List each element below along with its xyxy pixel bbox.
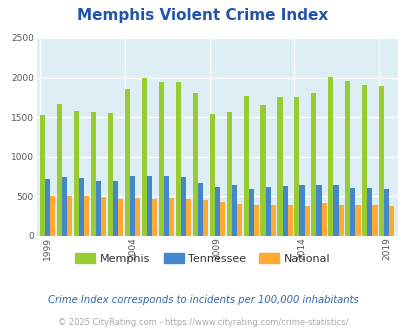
Bar — [45, 179, 50, 236]
Bar — [214, 187, 219, 236]
Bar — [243, 96, 248, 236]
Bar — [260, 105, 265, 236]
Bar — [67, 196, 72, 236]
Bar — [185, 199, 190, 236]
Bar — [304, 206, 309, 236]
Bar — [101, 197, 106, 236]
Bar — [384, 189, 388, 236]
Bar — [175, 82, 180, 236]
Bar — [253, 205, 258, 236]
Bar — [378, 86, 384, 236]
Bar — [248, 189, 253, 236]
Bar — [141, 78, 147, 236]
Legend: Memphis, Tennessee, National: Memphis, Tennessee, National — [71, 249, 334, 268]
Bar — [40, 115, 45, 236]
Bar — [287, 205, 292, 236]
Bar — [311, 93, 315, 236]
Bar — [355, 205, 360, 236]
Bar — [134, 198, 140, 236]
Bar — [168, 198, 173, 236]
Bar — [315, 185, 321, 236]
Bar — [79, 178, 84, 236]
Bar — [367, 188, 371, 236]
Bar — [219, 202, 224, 236]
Bar — [151, 199, 157, 236]
Bar — [130, 176, 134, 236]
Bar — [91, 113, 96, 236]
Bar — [299, 185, 304, 236]
Bar — [321, 204, 326, 236]
Bar — [74, 111, 79, 236]
Bar — [338, 205, 343, 236]
Bar — [209, 114, 214, 236]
Bar — [371, 205, 377, 236]
Bar — [282, 186, 287, 236]
Bar — [226, 112, 231, 236]
Bar — [333, 185, 338, 236]
Bar — [118, 199, 123, 236]
Bar — [57, 105, 62, 236]
Bar — [50, 196, 55, 236]
Bar — [124, 89, 130, 236]
Bar — [202, 200, 207, 236]
Bar — [96, 181, 101, 236]
Bar — [180, 177, 185, 236]
Bar — [163, 176, 168, 236]
Bar — [192, 93, 197, 236]
Bar — [231, 185, 236, 236]
Bar — [294, 97, 299, 236]
Text: Crime Index corresponds to incidents per 100,000 inhabitants: Crime Index corresponds to incidents per… — [47, 295, 358, 305]
Bar — [328, 77, 333, 236]
Bar — [350, 188, 355, 236]
Bar — [344, 81, 350, 236]
Bar — [62, 177, 67, 236]
Bar — [107, 113, 113, 236]
Bar — [147, 176, 151, 236]
Bar — [236, 204, 241, 236]
Text: © 2025 CityRating.com - https://www.cityrating.com/crime-statistics/: © 2025 CityRating.com - https://www.city… — [58, 318, 347, 327]
Bar — [197, 183, 202, 236]
Bar — [361, 85, 367, 236]
Bar — [270, 206, 275, 236]
Bar — [388, 206, 394, 236]
Bar — [265, 187, 270, 236]
Bar — [277, 97, 282, 236]
Bar — [158, 82, 163, 236]
Bar — [113, 181, 118, 236]
Bar — [84, 196, 89, 236]
Text: Memphis Violent Crime Index: Memphis Violent Crime Index — [77, 8, 328, 23]
